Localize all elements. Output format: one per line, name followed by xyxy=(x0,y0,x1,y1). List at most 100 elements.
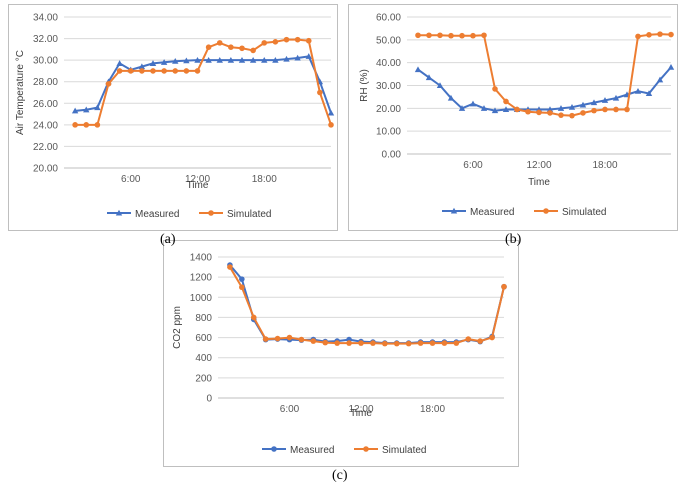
data-point-measured xyxy=(491,107,499,114)
chart-panel-co2: 0 200 400 600 800 1000 1200 1400 6:00 12:00 18:00 T… xyxy=(163,240,519,467)
data-point-simulated xyxy=(346,340,352,346)
data-point-simulated xyxy=(417,340,424,346)
legend-label-simulated: Simulated xyxy=(382,445,426,456)
legend-marker-measured xyxy=(450,207,458,214)
data-point-measured xyxy=(294,54,301,61)
y-tick-label: 20.00 xyxy=(376,104,401,115)
caption-a: (a) xyxy=(160,232,176,247)
co2-chart: 0 200 400 600 800 1000 1200 1400 6:00 12:00 18:00 T… xyxy=(172,253,507,456)
data-point-simulated xyxy=(261,40,268,46)
data-point-simulated xyxy=(382,340,388,347)
chart-panel-air-temperature: 20.00 22.00 24.00 26.00 28.00 30.00 32.00 34.00… xyxy=(8,4,338,231)
legend-label-simulated: Simulated xyxy=(562,207,606,218)
data-point-measured xyxy=(568,103,576,110)
data-point-simulated xyxy=(624,106,630,113)
data-point-measured xyxy=(327,109,335,116)
data-point-simulated xyxy=(525,108,531,115)
data-point-simulated xyxy=(274,335,281,342)
data-point-simulated xyxy=(393,340,400,347)
y-tick-label: 30.00 xyxy=(376,81,401,92)
data-point-simulated xyxy=(536,109,542,116)
y-tick-label: 0 xyxy=(206,394,212,405)
data-point-simulated xyxy=(161,68,167,74)
data-point-simulated xyxy=(262,336,269,342)
data-point-simulated xyxy=(558,112,564,118)
y-tick-label: 10.00 xyxy=(376,127,401,138)
x-tick-label: 6:00 xyxy=(280,404,300,415)
data-point-simulated xyxy=(310,338,317,344)
data-point-measured xyxy=(227,56,235,63)
data-point-measured xyxy=(546,106,554,113)
y-tick-label: 400 xyxy=(195,353,212,364)
data-point-simulated xyxy=(298,336,305,343)
data-point-measured xyxy=(645,90,653,97)
data-point-measured xyxy=(601,97,609,103)
legend-marker-simulated xyxy=(543,208,549,214)
data-point-simulated xyxy=(429,340,436,346)
data-point-simulated xyxy=(602,106,608,113)
data-point-simulated xyxy=(116,68,123,74)
caption-c: (c) xyxy=(332,468,348,483)
y-tick-label: 800 xyxy=(195,313,212,324)
data-point-simulated xyxy=(503,98,509,105)
y-tick-label: 32.00 xyxy=(33,34,58,45)
data-point-simulated xyxy=(514,106,520,113)
legend-label-measured: Measured xyxy=(135,209,179,220)
y-tick-label: 1200 xyxy=(190,273,213,284)
x-tick-label: 12:00 xyxy=(526,160,551,171)
data-point-simulated xyxy=(239,45,245,52)
caption-b: (b) xyxy=(505,232,522,247)
data-point-simulated xyxy=(547,110,553,116)
series-line-measured xyxy=(75,55,332,114)
data-point-simulated xyxy=(646,32,652,38)
y-tick-label: 1000 xyxy=(190,293,213,304)
series-line-simulated xyxy=(75,38,332,126)
data-point-measured xyxy=(414,66,422,73)
data-point-measured xyxy=(590,99,598,106)
data-point-simulated xyxy=(459,32,465,39)
data-point-measured xyxy=(305,53,312,59)
air-temperature-chart: 20.00 22.00 24.00 26.00 28.00 30.00 32.00 34.00… xyxy=(15,13,335,220)
data-point-simulated xyxy=(328,122,334,128)
data-point-simulated xyxy=(172,68,179,74)
legend-marker-simulated xyxy=(208,210,214,216)
data-point-simulated xyxy=(492,86,498,92)
data-point-measured xyxy=(634,88,642,94)
y-tick-label: 600 xyxy=(195,333,212,344)
data-point-measured xyxy=(83,106,90,113)
y-tick-label: 20.00 xyxy=(33,164,58,175)
data-point-simulated xyxy=(94,122,101,128)
data-point-simulated xyxy=(613,106,619,113)
data-point-simulated xyxy=(216,40,223,46)
data-point-measured xyxy=(216,56,223,63)
data-point-measured xyxy=(71,107,79,114)
data-point-measured xyxy=(172,58,179,64)
data-point-simulated xyxy=(83,122,90,128)
data-point-simulated xyxy=(370,340,376,346)
data-point-simulated xyxy=(580,110,586,116)
data-point-measured xyxy=(149,60,157,66)
data-point-simulated xyxy=(657,31,663,37)
data-point-measured xyxy=(436,82,444,89)
data-point-simulated xyxy=(139,68,145,74)
data-point-measured xyxy=(272,56,279,63)
data-point-measured xyxy=(469,100,477,107)
data-point-measured xyxy=(480,105,488,111)
data-point-simulated xyxy=(317,89,323,96)
data-point-measured xyxy=(557,105,565,111)
data-point-simulated xyxy=(334,340,340,346)
legend-marker-simulated xyxy=(363,446,369,452)
legend-label-measured: Measured xyxy=(290,445,334,456)
data-point-measured xyxy=(94,104,101,111)
data-point-simulated xyxy=(286,334,293,341)
data-point-simulated xyxy=(228,44,234,50)
data-point-measured xyxy=(138,63,146,70)
data-point-simulated xyxy=(441,340,448,346)
data-point-simulated xyxy=(481,32,487,39)
data-point-measured xyxy=(249,56,257,63)
y-tick-label: 1400 xyxy=(190,253,213,264)
data-point-measured xyxy=(458,105,466,111)
x-tick-label: 18:00 xyxy=(252,174,277,185)
data-point-simulated xyxy=(272,39,279,45)
data-point-measured xyxy=(425,74,433,81)
